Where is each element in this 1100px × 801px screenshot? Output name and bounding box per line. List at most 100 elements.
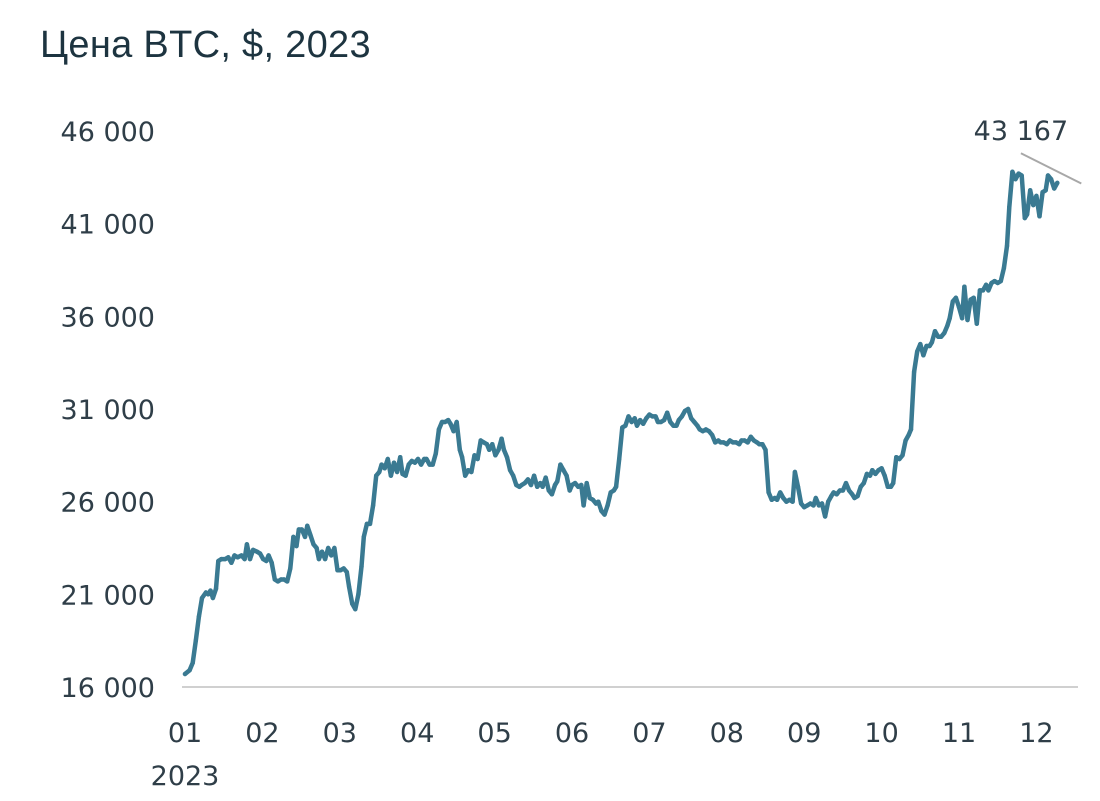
series-point bbox=[974, 321, 979, 326]
series-point bbox=[798, 501, 804, 506]
series-point bbox=[927, 343, 932, 349]
series-point bbox=[370, 503, 376, 508]
y-tick-label: 21 000 bbox=[61, 580, 155, 611]
series-point bbox=[382, 466, 387, 471]
series-point bbox=[924, 343, 929, 349]
series-point bbox=[388, 473, 394, 478]
series-point bbox=[403, 473, 408, 478]
series-point bbox=[353, 607, 358, 612]
series-point bbox=[446, 417, 451, 423]
series-point bbox=[242, 556, 247, 562]
series-point bbox=[906, 432, 911, 438]
series-point bbox=[433, 451, 438, 456]
x-tick-label: 07 bbox=[632, 718, 666, 749]
series-point bbox=[367, 521, 373, 527]
series-points-btc bbox=[182, 169, 1060, 677]
series-point bbox=[430, 462, 435, 467]
series-point bbox=[829, 493, 834, 499]
series-point bbox=[737, 442, 742, 447]
series-point bbox=[555, 479, 560, 484]
series-point bbox=[511, 473, 516, 478]
x-tick-label: 01 bbox=[168, 718, 202, 749]
series-point bbox=[1048, 177, 1054, 182]
series-point bbox=[1037, 214, 1042, 219]
series-point bbox=[1055, 180, 1060, 186]
series-point bbox=[840, 488, 846, 493]
series-point bbox=[935, 334, 941, 339]
series-point bbox=[888, 484, 894, 489]
series-point bbox=[1013, 177, 1018, 182]
series-point bbox=[229, 560, 234, 565]
series-point bbox=[792, 469, 798, 475]
series-point bbox=[302, 534, 308, 540]
series-point bbox=[953, 295, 959, 300]
series-point bbox=[196, 614, 202, 619]
series-point bbox=[332, 545, 337, 551]
series-point bbox=[344, 569, 349, 575]
series-point bbox=[1019, 173, 1024, 178]
y-tick-label: 26 000 bbox=[61, 488, 155, 519]
x-axis-year-label: 2023 bbox=[151, 761, 220, 792]
series-point bbox=[1001, 265, 1007, 271]
series-point bbox=[219, 556, 224, 562]
series-point bbox=[983, 282, 989, 287]
series-point bbox=[950, 299, 955, 304]
series-point bbox=[822, 514, 828, 519]
series-point bbox=[1022, 215, 1027, 221]
series-point bbox=[454, 419, 459, 425]
series-point bbox=[451, 429, 456, 434]
series-point bbox=[695, 423, 700, 428]
series-point bbox=[350, 601, 355, 606]
series-point bbox=[356, 592, 361, 597]
series-point bbox=[668, 419, 673, 425]
x-tick-label: 11 bbox=[942, 718, 976, 749]
series-point bbox=[637, 417, 643, 423]
series-point bbox=[296, 527, 301, 532]
series-point bbox=[288, 566, 293, 571]
series-point bbox=[879, 466, 884, 471]
y-tick-label: 31 000 bbox=[61, 395, 155, 426]
series-point bbox=[676, 417, 681, 423]
series-point bbox=[501, 447, 507, 452]
series-point bbox=[641, 421, 646, 426]
series-point bbox=[965, 317, 970, 323]
series-point bbox=[1004, 243, 1010, 249]
series-point bbox=[623, 423, 628, 428]
series-point bbox=[528, 482, 534, 488]
series-point bbox=[1031, 202, 1036, 208]
series-point bbox=[1028, 188, 1033, 193]
y-tick-label: 16 000 bbox=[61, 673, 155, 704]
annotation-leader-line bbox=[1020, 152, 1082, 185]
series-point bbox=[947, 316, 952, 321]
series-point bbox=[398, 455, 403, 460]
series-point bbox=[1010, 169, 1015, 174]
series-point bbox=[239, 553, 244, 558]
series-point bbox=[412, 460, 418, 465]
series-point bbox=[915, 349, 920, 354]
series-point bbox=[346, 584, 352, 590]
series-point bbox=[850, 492, 855, 497]
series-point bbox=[1043, 188, 1048, 193]
chart-title: Цена BTC, $, 2023 bbox=[40, 24, 371, 66]
series-point bbox=[774, 497, 780, 502]
series-point bbox=[882, 473, 887, 478]
series-point bbox=[406, 462, 411, 467]
series-point bbox=[561, 468, 566, 473]
series-point bbox=[558, 462, 563, 467]
y-tick-label: 46 000 bbox=[61, 117, 155, 148]
series-point bbox=[247, 556, 253, 562]
series-point bbox=[778, 490, 783, 495]
series-point bbox=[322, 556, 328, 562]
series-point bbox=[870, 468, 875, 473]
series-point bbox=[418, 462, 424, 467]
series-point bbox=[285, 579, 290, 584]
series-point bbox=[590, 497, 596, 502]
series-point bbox=[781, 495, 786, 501]
series-point bbox=[605, 503, 610, 508]
series-point bbox=[795, 484, 801, 489]
series-point bbox=[469, 469, 474, 475]
series-point bbox=[766, 490, 771, 495]
series-point bbox=[939, 334, 944, 339]
series-point bbox=[543, 475, 548, 480]
series-point bbox=[655, 419, 661, 425]
